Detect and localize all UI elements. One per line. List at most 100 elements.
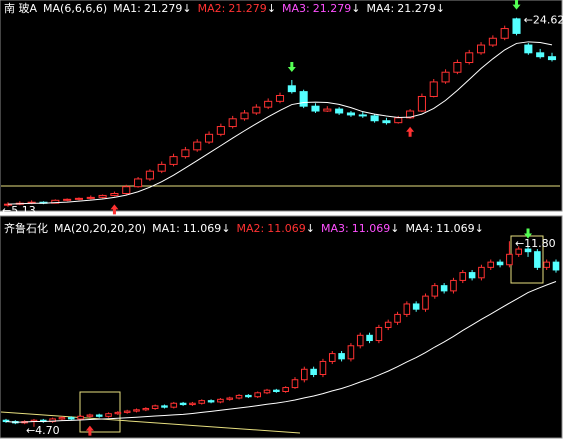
header-text: 11.069: [267, 222, 306, 235]
candle-body: [431, 285, 439, 297]
candle-body: [142, 407, 150, 411]
buy-arrow: [110, 204, 119, 215]
header-text: ↓: [351, 2, 360, 15]
sell-arrow: [287, 61, 296, 72]
candle-body: [189, 402, 196, 406]
candle-body: [181, 149, 190, 158]
candle-body: [110, 193, 119, 196]
header-text: ↓: [267, 2, 276, 15]
candle-body: [169, 156, 178, 165]
candle-body: [459, 272, 467, 281]
candle-body: [63, 198, 72, 201]
candle-body: [468, 272, 476, 279]
candle-body: [524, 44, 533, 54]
candle-body: [299, 91, 308, 107]
candle-body: [105, 413, 112, 417]
candle-body: [254, 392, 261, 398]
candle-body: [51, 199, 60, 204]
low-label: ←5.13: [2, 204, 36, 217]
candle-body: [440, 285, 448, 292]
candle-body: [198, 400, 206, 404]
buy-arrow: [406, 126, 415, 137]
candle-body: [98, 194, 107, 198]
candle-body: [496, 261, 504, 266]
candle-body: [524, 248, 532, 253]
buy-arrow: [85, 425, 94, 436]
candle-body: [310, 368, 317, 376]
candle-body: [207, 400, 215, 403]
candle-body: [429, 81, 438, 97]
candle-body: [179, 402, 187, 406]
header-text: ↓: [221, 222, 230, 235]
candle-body: [450, 279, 457, 292]
header-text: ↓: [182, 2, 191, 15]
candle-body: [77, 415, 84, 420]
candle-body: [478, 266, 485, 279]
candle-body: [536, 52, 545, 58]
candle-body: [95, 414, 103, 417]
candle-body: [515, 248, 523, 255]
header-text: MA1:: [152, 222, 180, 235]
candle-body: [465, 52, 474, 64]
candle-body: [134, 178, 143, 188]
high-label: ←24.62: [524, 14, 565, 27]
candle-body: [394, 117, 403, 124]
candle-body: [512, 18, 521, 34]
header-text: MA2:: [198, 2, 226, 15]
candle-body: [328, 353, 336, 362]
candle-body: [406, 110, 415, 119]
high-label: ←11.80: [515, 237, 556, 250]
candle-body: [252, 106, 261, 114]
header-text: ↓: [436, 2, 445, 15]
candle-body: [552, 261, 560, 271]
candle-body: [204, 133, 214, 143]
header-text: MA(6,6,6,6): [43, 2, 107, 15]
candle-body: [384, 321, 392, 328]
candle-body: [217, 398, 224, 403]
candle-body: [67, 417, 75, 420]
candle-body: [547, 56, 557, 61]
candle-body: [240, 112, 249, 120]
candle-body: [275, 95, 285, 102]
candle-body: [347, 345, 355, 360]
candle-body: [338, 353, 345, 360]
candle-body: [543, 261, 550, 268]
candle-body: [226, 397, 234, 400]
header-text: 齐鲁石化: [4, 221, 48, 235]
header-text: MA4:: [405, 222, 433, 235]
candle-body: [366, 334, 373, 342]
candle-body: [500, 28, 509, 39]
candle-body: [157, 163, 166, 172]
candle-body: [193, 141, 202, 151]
header-text: MA2:: [237, 222, 265, 235]
candle-body: [358, 114, 367, 117]
candle-body: [323, 108, 332, 112]
candle-body: [151, 405, 159, 409]
bottom-panel: [0, 215, 563, 439]
sell-arrow: [524, 228, 533, 239]
candle-body: [245, 394, 252, 398]
candle-body: [476, 44, 486, 54]
candle-body: [122, 186, 131, 195]
candle-body: [264, 100, 273, 108]
candle-body: [273, 389, 280, 392]
candle-body: [301, 368, 308, 381]
candle-body: [235, 394, 243, 399]
header-text: 21.279: [144, 2, 183, 15]
long-ma-line: [0, 411, 301, 434]
header-text: 11.069: [352, 222, 391, 235]
header-text: MA(20,20,20,20): [54, 222, 146, 235]
low-label: ←4.70: [26, 424, 60, 437]
chart-layer: 南 玻A MA(6,6,6,6) MA1: 21.279 ↓ MA2: 21.279 ↓ MA3…: [2, 0, 564, 437]
candle-body: [441, 71, 450, 83]
header-text: 21.279: [228, 2, 267, 15]
candle-body: [335, 108, 344, 114]
top-panel: [0, 0, 563, 212]
header-text: MA1:: [113, 2, 141, 15]
candle-body: [319, 360, 327, 376]
header-text: ↓: [475, 222, 484, 235]
candle-body: [453, 62, 462, 73]
ma-line: [7, 41, 553, 205]
candle-body: [412, 303, 420, 310]
